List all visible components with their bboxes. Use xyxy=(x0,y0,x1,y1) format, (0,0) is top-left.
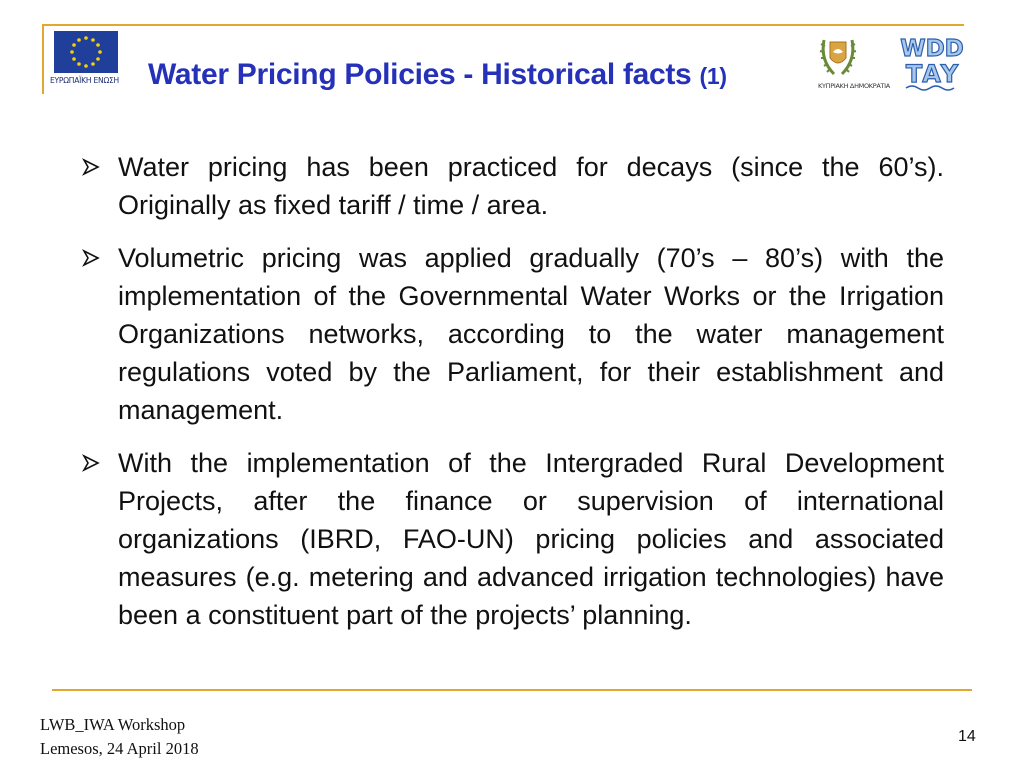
wdd-logo-icon: WDD ΤΑΥ xyxy=(900,35,964,91)
eu-logo: ΕΥΡΩΠΑΪΚΗ ΕΝΩΣΗ xyxy=(50,31,120,89)
coat-of-arms-icon xyxy=(819,39,857,76)
eu-logo-caption: ΕΥΡΩΠΑΪΚΗ ΕΝΩΣΗ xyxy=(50,76,119,85)
page-number: 14 xyxy=(958,728,976,745)
header-left-rule xyxy=(42,24,44,94)
arrow-bullet-icon xyxy=(82,158,100,176)
footer-rule xyxy=(52,689,972,691)
footer-date-location: Lemesos, 24 April 2018 xyxy=(40,739,199,758)
header-top-rule xyxy=(42,24,964,26)
bullet-item: Water pricing has been practiced for dec… xyxy=(80,148,944,224)
slide-title-suffix: (1) xyxy=(699,63,727,89)
arrow-bullet-icon xyxy=(82,249,100,267)
wdd-logo-text-top: WDD xyxy=(900,36,964,62)
cyprus-logo-caption: ΚΥΠΡΙΑΚΗ ΔΗΜΟΚΡΑΤΙΑ xyxy=(818,82,890,90)
footer: LWB_IWA Workshop Lemesos, 24 April 2018 xyxy=(40,713,199,761)
slide-title: Water Pricing Policies - Historical fact… xyxy=(148,58,727,92)
bullet-text: With the implementation of the Intergrad… xyxy=(118,448,944,630)
bullet-text: Water pricing has been practiced for dec… xyxy=(118,152,944,220)
slide-body: Water pricing has been practiced for dec… xyxy=(80,148,944,649)
arrow-bullet-icon xyxy=(82,454,100,472)
wdd-logo-text-bottom: ΤΑΥ xyxy=(906,60,959,88)
wdd-logo: WDD ΤΑΥ xyxy=(900,32,964,92)
bullet-text: Volumetric pricing was applied gradually… xyxy=(118,243,944,425)
bullet-item: With the implementation of the Intergrad… xyxy=(80,444,944,634)
eu-flag-icon xyxy=(54,31,118,73)
cyprus-coat-of-arms-logo: ΚΥΠΡΙΑΚΗ ΔΗΜΟΚΡΑΤΙΑ xyxy=(818,32,896,92)
slide-title-text: Water Pricing Policies - Historical fact… xyxy=(148,58,692,91)
footer-event: LWB_IWA Workshop xyxy=(40,715,186,734)
bullet-item: Volumetric pricing was applied gradually… xyxy=(80,239,944,429)
